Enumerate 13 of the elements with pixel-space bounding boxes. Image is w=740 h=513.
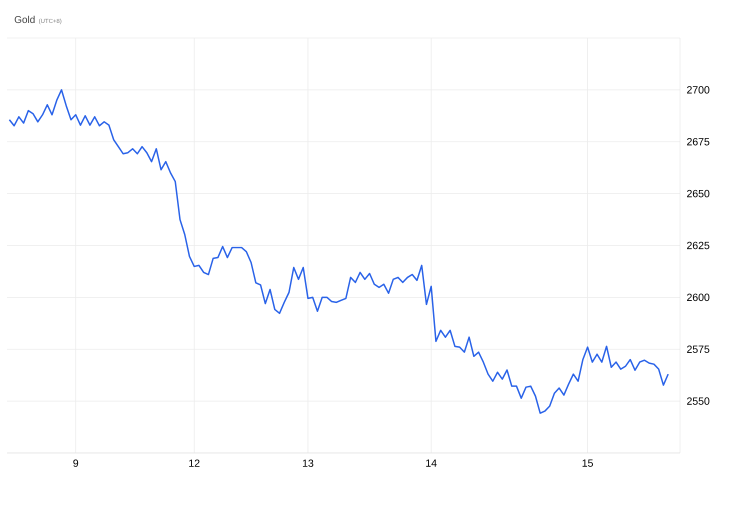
x-tick-label: 13: [302, 460, 314, 467]
y-tick-label: 2600: [687, 294, 710, 302]
y-tick-label: 2650: [687, 190, 710, 198]
x-tick-label: 9: [73, 460, 78, 467]
y-tick-label: 2575: [687, 346, 710, 353]
x-tick-label: 15: [582, 460, 593, 467]
y-tick-label: 2675: [687, 138, 710, 146]
y-tick-label: 2700: [687, 86, 710, 94]
chart-title: Gold: [14, 16, 35, 24]
y-tick-label: 2625: [687, 242, 710, 250]
x-tick-label: 12: [189, 460, 200, 467]
y-tick-label: 2550: [687, 397, 710, 405]
x-tick-label: 14: [426, 460, 437, 467]
